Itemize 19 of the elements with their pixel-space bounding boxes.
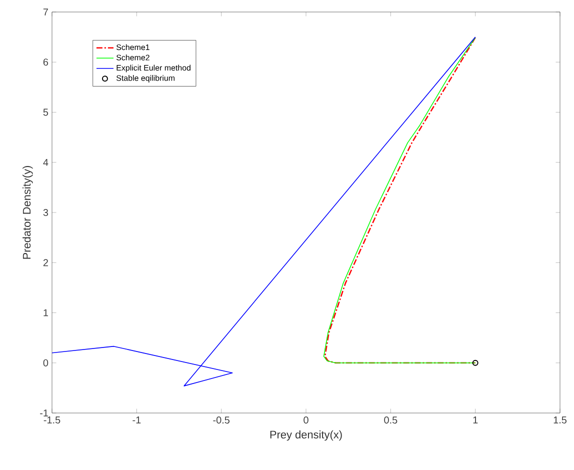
x-axis-title: Prey density(x) bbox=[270, 430, 342, 441]
y-tick-label: 2 bbox=[43, 259, 48, 266]
x-tick-label: 1 bbox=[473, 416, 478, 424]
x-tick-label: 0.5 bbox=[384, 416, 398, 424]
y-tick-label: 6 bbox=[43, 58, 48, 66]
y-tick-label: 7 bbox=[43, 8, 48, 16]
y-tick-label: 4 bbox=[43, 158, 48, 166]
line-series bbox=[52, 36, 476, 386]
x-tick-label: 0 bbox=[304, 416, 308, 424]
x-tick-label: -1.5 bbox=[44, 416, 60, 424]
y-tick-label: 1 bbox=[44, 309, 48, 316]
x-tick-label: 1.5 bbox=[554, 416, 567, 424]
x-tick-label: -1 bbox=[132, 416, 141, 424]
x-tick-label: -0.5 bbox=[213, 416, 230, 424]
y-tick-label: 3 bbox=[43, 208, 48, 216]
y-axis-title: Predator Density(y) bbox=[22, 166, 33, 259]
y-tick-label: 0 bbox=[43, 359, 48, 366]
y-tick-label: -1 bbox=[40, 410, 48, 416]
y-tick-label: 5 bbox=[43, 108, 48, 116]
